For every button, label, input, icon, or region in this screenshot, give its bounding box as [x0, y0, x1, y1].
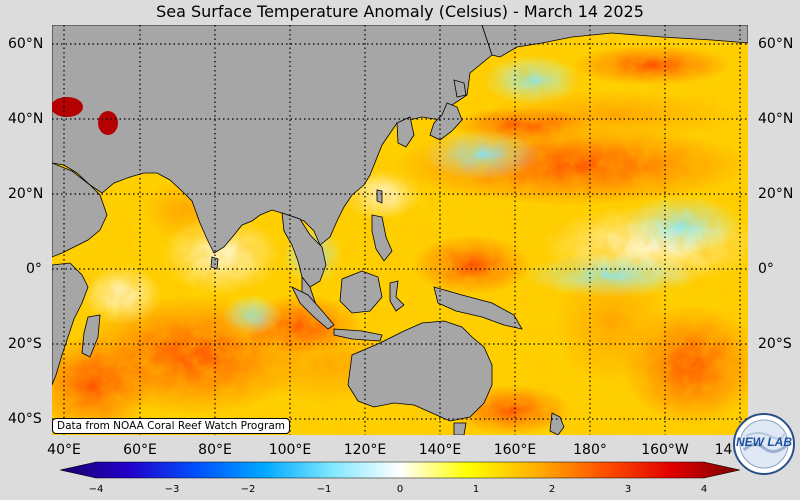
- map-title: Sea Surface Temperature Anomaly (Celsius…: [156, 2, 644, 21]
- lon-label: 120°E: [343, 442, 387, 458]
- land-sri-lanka: [210, 256, 219, 270]
- colorbar-tick: 2: [548, 484, 556, 495]
- lon-label: 60°E: [123, 442, 157, 458]
- land-asia: [52, 25, 493, 254]
- lat-label-right: 60°N: [758, 36, 794, 52]
- lon-label: 160°W: [641, 442, 689, 458]
- land-philippines: [371, 214, 393, 262]
- lat-label-right: 20°S: [758, 336, 792, 352]
- land-sulawesi: [389, 280, 405, 312]
- lon-label: 140°E: [418, 442, 462, 458]
- graticule: [52, 25, 748, 435]
- land-australia: [347, 320, 493, 422]
- lat-label-left: 60°N: [8, 36, 44, 52]
- lat-label-right: 20°N: [758, 186, 794, 202]
- caspian-anomaly: [52, 97, 83, 117]
- colorbar-tick: 4: [700, 484, 708, 495]
- land-madagascar: [81, 314, 101, 358]
- land-korea: [396, 116, 415, 148]
- lat-label-left: 20°S: [8, 336, 42, 352]
- colorbar-tick: 1: [472, 484, 480, 495]
- land-arabia: [52, 162, 108, 258]
- colorbar-tick: −4: [88, 484, 104, 495]
- sst-anomaly-map: [52, 25, 748, 435]
- land-java: [333, 328, 383, 342]
- colorbar: [60, 461, 740, 479]
- land-sumatra: [291, 286, 335, 330]
- lat-label-right: 0°: [758, 261, 774, 277]
- land-borneo: [339, 270, 383, 314]
- lat-label-left: 20°N: [8, 186, 44, 202]
- lon-label: 80°E: [198, 442, 232, 458]
- land-taiwan: [376, 189, 383, 204]
- colorbar-tick: −3: [164, 484, 180, 495]
- logo-text: NEW LAB: [736, 435, 792, 449]
- land-japan: [429, 102, 463, 141]
- colorbar-bar: [60, 461, 740, 479]
- land-new-guinea: [433, 286, 523, 330]
- land-ne-asia: [481, 25, 748, 58]
- land-hokkaido: [453, 79, 467, 98]
- lon-label: 40°E: [47, 442, 81, 458]
- colorbar-tick: 0: [396, 484, 404, 495]
- map-svg: [52, 25, 748, 435]
- colorbar-tick: −1: [316, 484, 332, 495]
- lon-label: 180°: [573, 442, 607, 458]
- lat-label-left: 40°N: [8, 111, 44, 127]
- colorbar-tick: 3: [624, 484, 632, 495]
- lat-label-left: 0°: [26, 261, 42, 277]
- data-credit: Data from NOAA Coral Reef Watch Program: [52, 418, 290, 434]
- lon-label: 100°E: [268, 442, 312, 458]
- land-masses: [52, 25, 748, 435]
- land-indochina: [281, 212, 327, 288]
- lab-globe-logo-icon: NEW LAB: [733, 413, 795, 475]
- colorbar-tick: −2: [240, 484, 256, 495]
- caspian-anomaly-2: [98, 111, 118, 135]
- land-tasmania: [453, 422, 467, 435]
- land-africa: [52, 262, 89, 386]
- lat-label-left: 40°S: [8, 411, 42, 427]
- lon-label: 160°E: [493, 442, 537, 458]
- lat-label-right: 40°N: [758, 111, 794, 127]
